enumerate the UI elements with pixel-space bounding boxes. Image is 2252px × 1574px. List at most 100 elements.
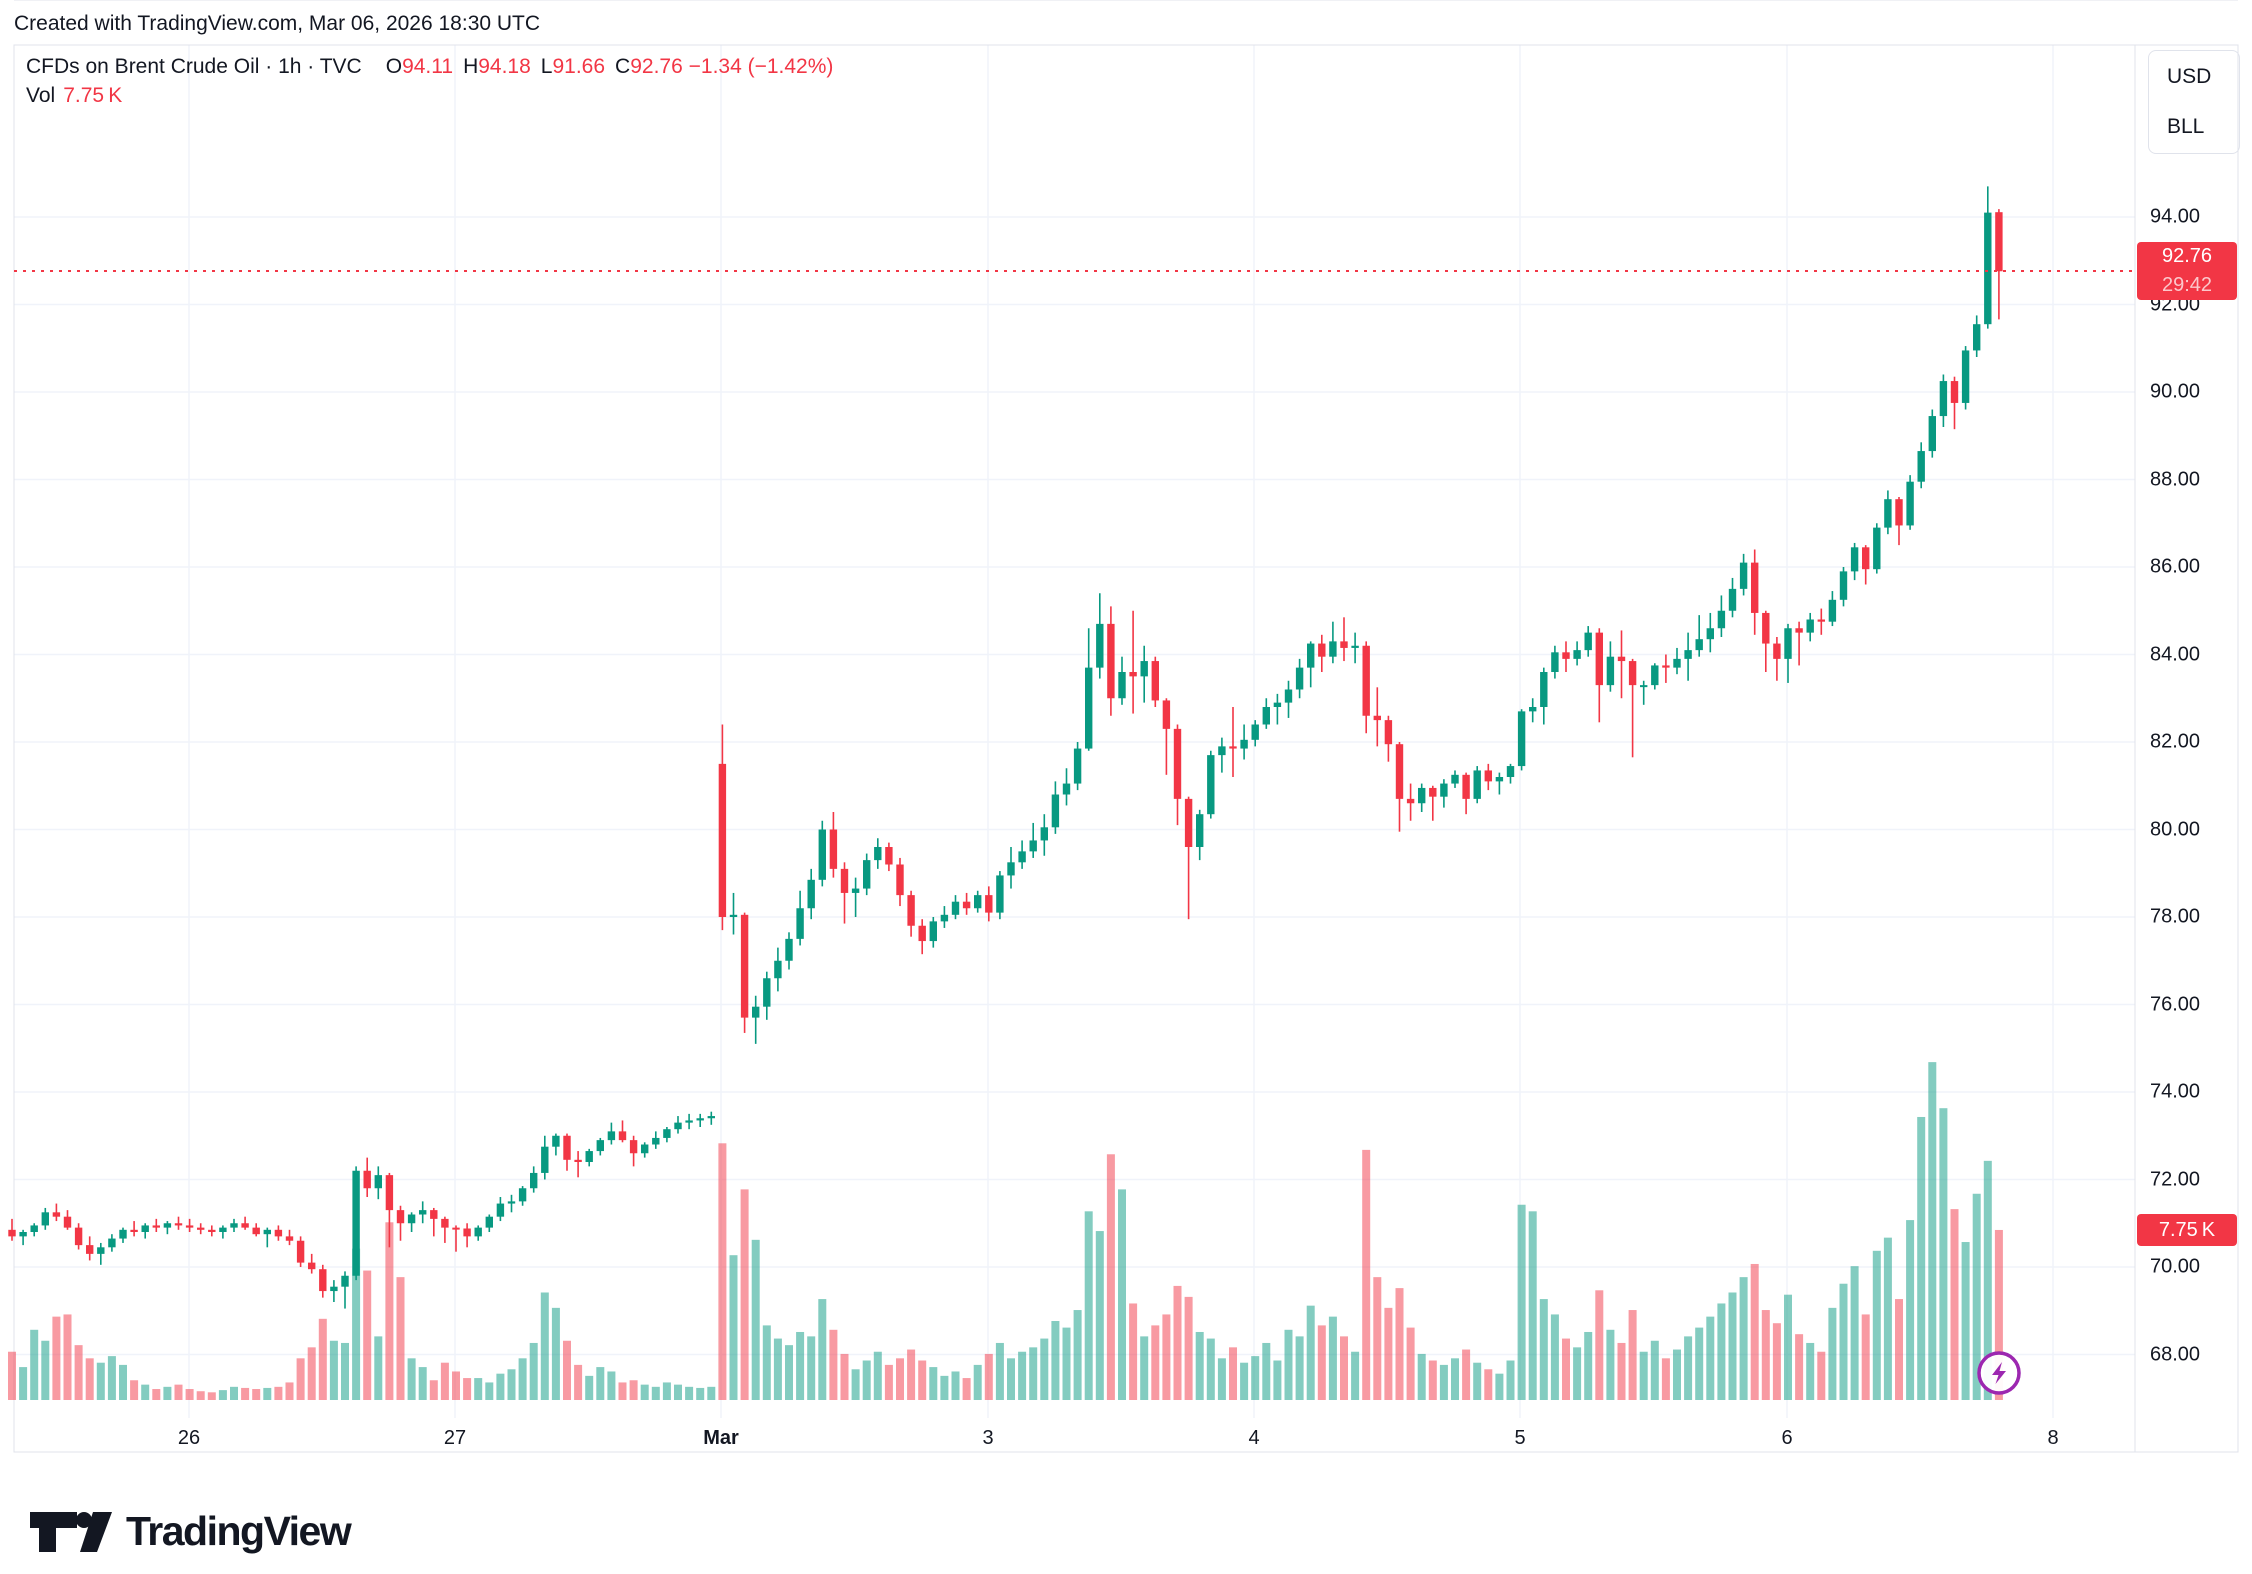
price-tick-label: 84.00 <box>2150 643 2201 665</box>
volume-bar <box>141 1384 150 1400</box>
candle-body <box>1906 481 1914 526</box>
candle-body <box>585 1151 593 1162</box>
volume-bar <box>1206 1338 1215 1400</box>
high-label: H <box>463 55 479 78</box>
volume-bar <box>285 1382 294 1400</box>
volume-bar <box>1073 1310 1082 1400</box>
change-value: −1.34 (−1.42%) <box>688 55 834 78</box>
boost-button[interactable] <box>1975 1349 2023 1402</box>
volume-bar <box>1428 1360 1437 1400</box>
volume-bar <box>1162 1314 1171 1400</box>
candle-body <box>1973 324 1981 351</box>
candle-body <box>807 879 815 909</box>
candle-body <box>696 1118 704 1121</box>
candle-body <box>1318 643 1326 657</box>
volume-bar <box>1750 1263 1759 1400</box>
candle-body <box>1784 628 1792 659</box>
candle-body <box>774 960 782 979</box>
volume-bar <box>873 1351 882 1400</box>
volume-bar <box>651 1386 660 1400</box>
candle-body <box>1717 610 1726 629</box>
volume-bar <box>41 1340 50 1400</box>
volume-bar <box>1950 1209 1959 1400</box>
tradingview-logo[interactable]: TradingView <box>30 1508 352 1555</box>
candle-body <box>1229 746 1237 749</box>
candle-body <box>530 1172 538 1189</box>
volume-bar <box>1229 1347 1237 1400</box>
candle-body <box>1895 499 1903 526</box>
volume-bar <box>74 1345 83 1400</box>
volume-bar <box>1784 1294 1792 1400</box>
volume-bar <box>1473 1362 1482 1400</box>
candle-body <box>1073 748 1082 784</box>
candle-body <box>918 925 926 942</box>
volume-bar <box>307 1347 316 1400</box>
volume-bar <box>230 1386 238 1400</box>
symbol-title[interactable]: CFDs on Brent Crude Oil · 1h · TVC <box>26 55 362 78</box>
volume-bar <box>263 1387 272 1400</box>
candle-body <box>86 1245 94 1254</box>
candle-body <box>1051 794 1060 828</box>
candle-body <box>1739 562 1748 589</box>
volume-bar <box>818 1299 827 1400</box>
candle-body <box>1473 770 1481 799</box>
candle-body <box>363 1170 371 1189</box>
candle-body <box>1384 720 1393 745</box>
price-tick-label: 78.00 <box>2150 905 2201 928</box>
volume-bar <box>496 1373 505 1400</box>
candle-body <box>1551 652 1559 672</box>
candle-body <box>1040 827 1048 841</box>
time-tick-label: 26 <box>177 1427 201 1449</box>
volume-bar <box>1240 1362 1249 1400</box>
volume-bar <box>1639 1351 1648 1400</box>
volume-bar <box>1817 1351 1826 1400</box>
candle-body <box>552 1135 560 1147</box>
candle-body <box>985 895 993 913</box>
candle-body <box>1751 562 1759 613</box>
volume-bar <box>1772 1323 1781 1400</box>
price-tick-label: 82.00 <box>2150 730 2201 753</box>
chart-frame <box>13 44 2239 1453</box>
candle-body <box>707 1116 715 1119</box>
volume-bar <box>1695 1327 1704 1400</box>
volume-bar <box>1273 1360 1282 1400</box>
candle-body <box>663 1129 671 1138</box>
high-value: 94.18 <box>478 55 531 78</box>
candle-body <box>1451 774 1459 784</box>
candle-body <box>507 1201 516 1204</box>
volume-bar <box>829 1329 838 1400</box>
volume-bar <box>196 1391 205 1400</box>
volume-bar <box>773 1338 782 1400</box>
time-tick-label: 4 <box>1248 1427 1260 1449</box>
candle-body <box>1939 381 1948 417</box>
candle-body <box>818 829 826 880</box>
price-tick-label: 88.00 <box>2150 468 2201 490</box>
volume-bar <box>352 1248 361 1400</box>
candle-body <box>1273 702 1282 707</box>
candle-body <box>1307 643 1315 668</box>
volume-bar <box>918 1360 927 1400</box>
candle-body <box>8 1229 16 1237</box>
candle-body <box>1251 724 1259 740</box>
volume-bar <box>296 1358 305 1400</box>
volume-bar <box>1895 1299 1903 1400</box>
volume-bar <box>507 1369 516 1400</box>
volume-legend: Vol 7.75 K <box>26 84 122 108</box>
unit-toggle[interactable]: BLL <box>2167 115 2205 138</box>
volume-bar <box>363 1270 372 1400</box>
candle-body <box>563 1135 571 1160</box>
volume-bar <box>1528 1211 1537 1400</box>
volume-bar <box>1684 1336 1693 1400</box>
candle-body <box>152 1225 160 1228</box>
volume-bar <box>463 1378 472 1400</box>
volume-bar <box>1018 1351 1027 1400</box>
volume-bar <box>1539 1299 1548 1400</box>
volume-bar <box>19 1367 28 1400</box>
volume-bar <box>241 1387 250 1400</box>
price-tick-label: 74.00 <box>2150 1080 2201 1103</box>
currency-toggle[interactable]: USD <box>2167 65 2212 88</box>
volume-bar <box>740 1189 749 1400</box>
volume-bar <box>1550 1314 1559 1400</box>
last-price-badge: 92.76 29:42 <box>2137 242 2237 300</box>
